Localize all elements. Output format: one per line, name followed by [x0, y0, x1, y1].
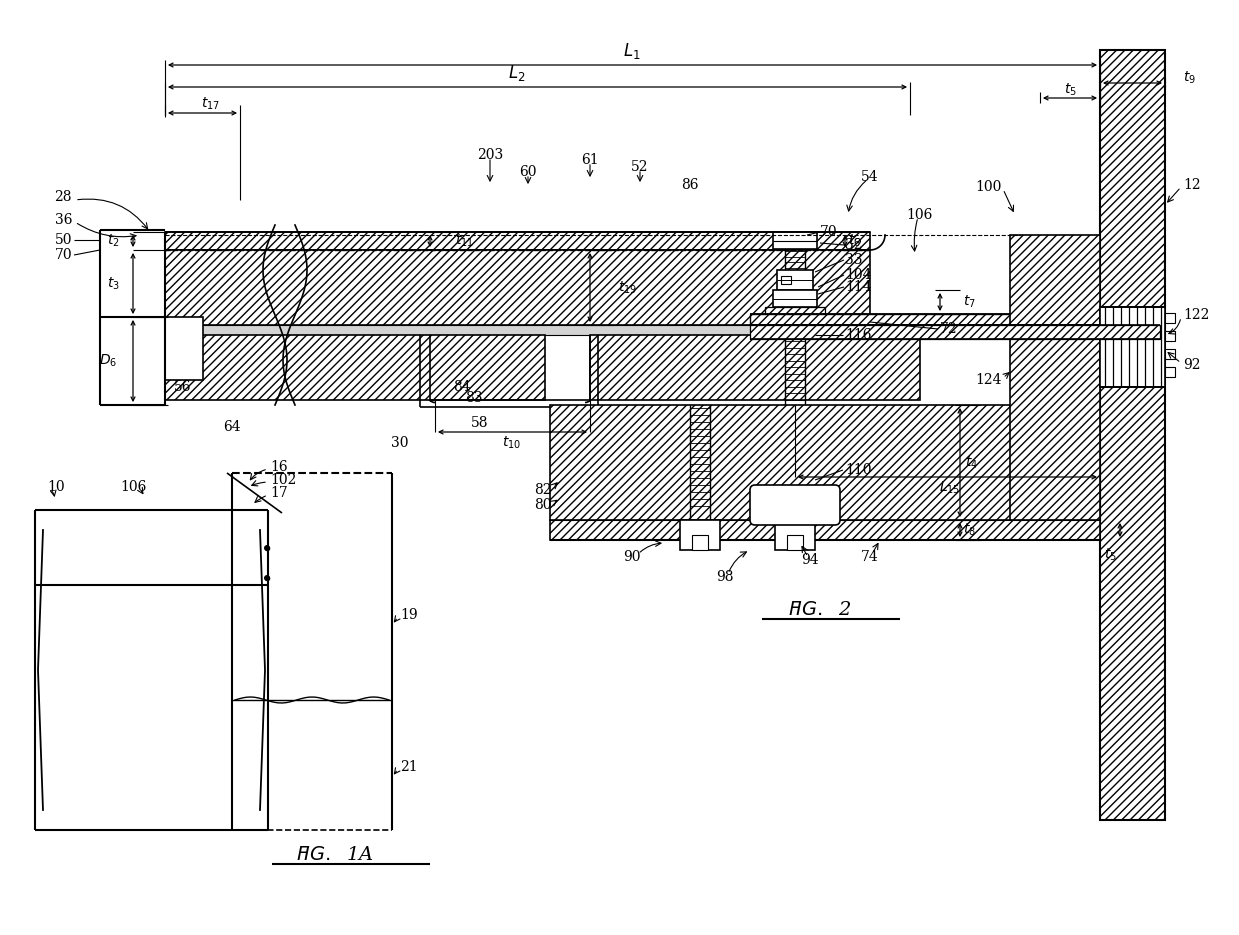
Text: 94: 94: [802, 553, 819, 567]
Text: 70: 70: [55, 248, 72, 262]
Text: $t_6$: $t_6$: [847, 233, 861, 250]
Bar: [680, 520, 720, 550]
Bar: [165, 250, 870, 325]
Text: 60: 60: [519, 165, 536, 179]
Bar: [1165, 367, 1175, 377]
Text: $t_3$: $t_3$: [108, 276, 120, 293]
Text: 19: 19: [400, 608, 418, 622]
Bar: [550, 405, 1100, 520]
Bar: [781, 276, 790, 284]
Bar: [1165, 331, 1175, 341]
Text: 30: 30: [392, 436, 409, 450]
Text: $t_{10}$: $t_{10}$: [503, 435, 522, 452]
Polygon shape: [264, 575, 270, 581]
Bar: [1100, 307, 1165, 387]
Text: 82: 82: [534, 483, 553, 497]
Text: $t_8$: $t_8$: [963, 522, 976, 539]
Text: 17: 17: [270, 486, 287, 500]
Text: 106: 106: [907, 208, 933, 222]
Text: 28: 28: [55, 190, 72, 204]
Text: 21: 21: [400, 760, 418, 774]
Text: $t_{17}$: $t_{17}$: [201, 95, 219, 112]
Bar: [776, 520, 815, 550]
Text: 102: 102: [270, 473, 296, 487]
Text: 80: 80: [534, 498, 553, 512]
Text: 72: 72: [940, 322, 958, 336]
Text: 100: 100: [975, 180, 1002, 194]
Text: 61: 61: [581, 153, 598, 167]
Bar: [1010, 235, 1100, 325]
Bar: [1165, 313, 1175, 323]
Text: $L_2$: $L_2$: [508, 63, 525, 83]
Text: $\mathit{F}_{\!\!}\mathit{I}\mathit{G}.$  2: $\mathit{F}_{\!\!}\mathit{I}\mathit{G}.$…: [788, 598, 852, 616]
Text: 50: 50: [55, 233, 72, 247]
Bar: [165, 325, 921, 335]
Text: $t_7$: $t_7$: [963, 294, 976, 310]
Text: 110: 110: [845, 463, 871, 477]
Text: 74: 74: [861, 550, 878, 564]
Text: 36: 36: [55, 213, 72, 227]
Text: 90: 90: [623, 550, 641, 564]
Text: 16: 16: [270, 460, 287, 474]
Polygon shape: [264, 545, 270, 551]
Text: 64: 64: [223, 420, 240, 434]
Text: 124: 124: [975, 373, 1002, 387]
Text: 116: 116: [845, 328, 871, 342]
Text: 70: 70: [820, 225, 838, 239]
Bar: [165, 317, 203, 380]
Text: 84: 84: [453, 380, 471, 394]
Text: 92: 92: [1183, 358, 1201, 372]
Bar: [764, 307, 825, 314]
Text: $t_5$: $t_5$: [1063, 81, 1077, 98]
Text: 114: 114: [845, 280, 871, 294]
Bar: [787, 535, 803, 550]
Text: $t_9$: $t_9$: [1183, 70, 1196, 86]
Text: 58: 58: [471, 416, 488, 430]
Text: $t_5$: $t_5$: [1104, 547, 1116, 563]
Bar: [590, 335, 921, 400]
Bar: [1010, 325, 1100, 520]
Text: $L_{15}$: $L_{15}$: [939, 480, 960, 496]
Text: 86: 86: [681, 178, 699, 192]
Bar: [1100, 50, 1165, 820]
Text: 122: 122: [1183, 308, 1209, 322]
Text: $L_1$: $L_1$: [623, 41, 641, 61]
Text: $t_{11}$: $t_{11}$: [455, 233, 473, 250]
Bar: [165, 232, 870, 250]
Text: 52: 52: [631, 160, 649, 174]
Text: 83: 83: [466, 391, 483, 405]
Text: $D_6$: $D_6$: [99, 352, 116, 369]
Text: 98: 98: [716, 570, 733, 584]
Text: $t_2$: $t_2$: [108, 233, 120, 250]
Text: 10: 10: [47, 480, 64, 494]
Bar: [165, 335, 545, 400]
Bar: [750, 325, 1160, 339]
Text: 12: 12: [1183, 178, 1201, 192]
Text: $t_{19}$: $t_{19}$: [618, 280, 637, 296]
Bar: [773, 232, 817, 249]
Text: $t_4$: $t_4$: [965, 454, 978, 471]
Bar: [773, 290, 817, 307]
Text: $\mathit{F}_{\!\!}\mathit{I}\mathit{G}.$  1A: $\mathit{F}_{\!\!}\mathit{I}\mathit{G}.$…: [296, 843, 374, 861]
Bar: [777, 270, 813, 290]
Text: 33: 33: [845, 253, 862, 267]
Bar: [1165, 349, 1175, 359]
Text: 106: 106: [120, 480, 146, 494]
Text: 104: 104: [845, 268, 871, 282]
Bar: [750, 314, 1110, 325]
Text: 203: 203: [477, 148, 503, 162]
Text: 32: 32: [845, 238, 862, 252]
FancyBboxPatch shape: [750, 485, 840, 525]
Bar: [693, 535, 707, 550]
Text: 56: 56: [175, 380, 192, 394]
Text: 54: 54: [861, 170, 878, 184]
Bar: [550, 520, 1100, 540]
